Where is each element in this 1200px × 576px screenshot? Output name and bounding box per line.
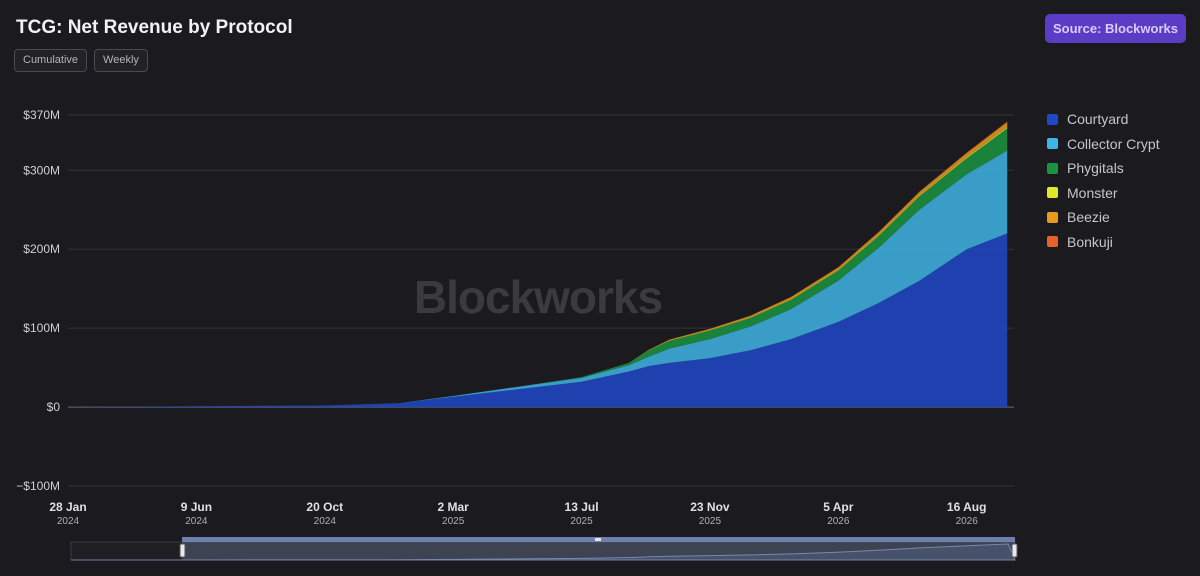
x-tick-year: 2026 [956,516,979,527]
legend-label: Courtyard [1067,111,1129,128]
view-toggle-group: Cumulative Weekly [14,49,148,72]
y-tick-label: $0 [47,400,61,414]
x-tick-label: 28 Jan [49,500,86,514]
scroll-grip-icon [595,538,601,541]
legend-item-bonkuji[interactable]: Bonkuji [1047,230,1160,255]
series-area-collector-crypt[interactable] [68,150,1008,408]
y-tick-label: $200M [23,242,60,256]
x-tick-year: 2024 [57,516,80,527]
y-axis: $370M $300M $200M $100M $0 −$100M [16,108,60,493]
x-axis: 28 Jan 2024 9 Jun 2024 20 Oct 2024 2 Mar 2025 13… [49,500,986,527]
legend-item-beezie[interactable]: Beezie [1047,205,1160,230]
x-tick-year: 2025 [570,516,593,527]
legend-swatch [1047,113,1058,125]
legend-label: Collector Crypt [1067,135,1160,152]
legend-swatch [1047,162,1058,174]
legend-item-collector-crypt[interactable]: Collector Crypt [1047,132,1160,157]
chart-areas [68,121,1008,408]
legend-item-courtyard[interactable]: Courtyard [1047,107,1160,132]
weekly-toggle-button[interactable]: Weekly [94,49,148,72]
navigator-right-handle[interactable] [1011,543,1018,558]
y-tick-label: −$100M [16,479,60,493]
source-button[interactable]: Source: Blockworks [1045,14,1186,43]
page-title: TCG: Net Revenue by Protocol [16,17,293,38]
legend-swatch [1047,187,1058,199]
navigator-left-handle[interactable] [179,543,186,558]
x-tick-label: 13 Jul [565,500,599,514]
x-tick-year: 2024 [314,516,337,527]
legend-swatch [1047,236,1058,248]
chart-legend: Courtyard Collector Crypt Phygitals Monster… [1047,107,1160,254]
navigator-selection[interactable] [182,537,1015,560]
y-tick-label: $300M [23,163,60,177]
x-tick-label: 9 Jun [181,500,212,514]
x-tick-label: 20 Oct [306,500,343,514]
y-tick-label: $100M [23,321,60,335]
legend-label: Phygitals [1067,160,1124,177]
x-tick-label: 16 Aug [947,500,987,514]
legend-label: Beezie [1067,209,1110,226]
watermark-text: Blockworks [414,271,662,323]
legend-item-monster[interactable]: Monster [1047,181,1160,206]
x-tick-year: 2026 [827,516,850,527]
legend-label: Monster [1067,184,1118,201]
legend-label: Bonkuji [1067,233,1113,250]
x-tick-label: 5 Apr [823,500,854,514]
x-tick-year: 2024 [185,516,208,527]
cumulative-toggle-button[interactable]: Cumulative [14,49,88,72]
legend-swatch [1047,211,1058,223]
legend-swatch [1047,138,1058,150]
legend-item-phygitals[interactable]: Phygitals [1047,156,1160,181]
x-tick-year: 2025 [699,516,722,527]
series-area-courtyard[interactable] [68,233,1008,408]
y-tick-label: $370M [23,108,60,122]
x-tick-label: 2 Mar [437,500,469,514]
x-tick-label: 23 Nov [690,500,730,514]
range-navigator[interactable] [70,537,1018,561]
x-tick-year: 2025 [442,516,465,527]
